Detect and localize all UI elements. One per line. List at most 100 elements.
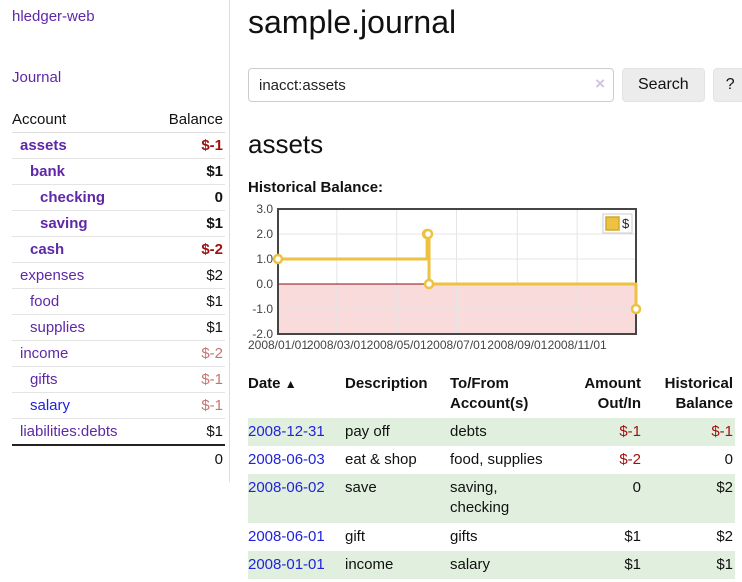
register-description-cell: pay off	[345, 422, 390, 440]
register-description-cell: save	[345, 479, 377, 496]
account-name-cell: cash	[12, 236, 151, 263]
clear-search-icon[interactable]: ×	[595, 74, 605, 93]
account-balance: $1	[150, 210, 225, 237]
x-axis-tick-label: 2008/05/01	[367, 338, 427, 352]
account-name-cell: supplies	[12, 314, 151, 341]
y-axis-tick-label: -1.0	[252, 302, 273, 316]
account-name-cell: bank	[12, 158, 151, 185]
register-amount-cell: $1	[624, 527, 641, 545]
sidebar-account-link[interactable]: expenses	[20, 267, 85, 284]
register-balance-cell: $1	[716, 555, 733, 573]
y-axis-tick-label: 0.0	[256, 277, 273, 291]
account-balance: $-1	[150, 132, 225, 159]
data-point-marker	[422, 228, 434, 240]
account-name-cell: salary	[12, 392, 151, 419]
table-row: 2008-06-03 eat & shop food, supplies $-2 0	[248, 446, 735, 474]
register-balance-cell: $-1	[711, 422, 733, 440]
account-row: food $1	[12, 288, 225, 315]
register-header-date-label: Date	[248, 375, 281, 392]
account-row: gifts $-1	[12, 366, 225, 393]
transaction-date-link[interactable]: 2008-12-31	[248, 422, 325, 440]
data-point-marker	[272, 253, 284, 265]
account-balance: $-1	[150, 392, 225, 419]
sidebar-item-journal[interactable]: Journal	[12, 69, 62, 86]
sidebar-account-link[interactable]: supplies	[30, 319, 86, 336]
register-amount-cell: 0	[632, 479, 641, 496]
legend-swatch	[605, 216, 620, 231]
register-header-date[interactable]: Date ▲	[248, 372, 345, 418]
register-header-row: Date ▲ Description To/From Account(s) Am…	[248, 372, 735, 418]
sidebar-account-link[interactable]: saving	[40, 215, 88, 232]
transaction-date-link[interactable]: 2008-06-03	[248, 450, 325, 468]
transaction-date-link[interactable]: 2008-01-01	[248, 555, 325, 573]
x-axis-tick-label: 2008/01/01	[248, 338, 308, 352]
chart-canvas: 3.0 2.0 1.0 0.0 -1.0 -2.02008/01/012008/03/01…	[248, 202, 642, 352]
sidebar-nav: Journal	[12, 69, 225, 86]
account-title: assets	[248, 129, 324, 159]
sidebar-account-link[interactable]: salary	[30, 397, 71, 414]
account-balance: 0	[150, 184, 225, 211]
sidebar-account-link[interactable]: gifts	[30, 371, 58, 388]
register-balance-cell: 0	[724, 450, 733, 468]
table-row: 2008-06-01 gift gifts $1 $2	[248, 523, 735, 551]
accounts-total-spacer	[12, 444, 151, 472]
account-row: expenses $2	[12, 262, 225, 289]
transaction-date-link[interactable]: 2008-06-02	[248, 479, 325, 496]
register-header-amount: Amount Out/In	[584, 375, 641, 413]
sidebar-account-link[interactable]: cash	[30, 241, 65, 258]
account-name-cell: checking	[12, 184, 151, 211]
app-title-link[interactable]: hledger-web	[12, 8, 95, 25]
account-row: salary $-1	[12, 392, 225, 419]
x-axis-tick-label: 2008/09/01	[487, 338, 547, 352]
sidebar-account-link[interactable]: liabilities:debts	[20, 423, 118, 440]
legend-label: $	[622, 216, 630, 231]
register-date-cell: 2008-06-01	[248, 523, 345, 551]
sidebar-account-link[interactable]: assets	[20, 137, 67, 154]
accounts-table: Account Balance assets $-1 bank $1 checking 0…	[12, 108, 225, 472]
transaction-date-link[interactable]: 2008-06-01	[248, 527, 325, 545]
register-accounts-cell: salary	[450, 555, 491, 573]
register-balance-cell: $2	[716, 527, 733, 545]
register-header-accounts: To/From Account(s)	[450, 375, 529, 413]
search-input[interactable]	[248, 68, 614, 102]
account-balance: $2	[150, 262, 225, 289]
account-balance: $-2	[150, 340, 225, 367]
x-axis-tick-label: 2008/03/01	[307, 338, 367, 352]
register-date-cell: 2008-12-31	[248, 418, 345, 446]
search-bar: × Search ?	[248, 68, 742, 102]
account-row: cash $-2	[12, 236, 225, 263]
register-table: Date ▲ Description To/From Account(s) Am…	[248, 372, 735, 579]
accounts-header-balance: Balance	[150, 108, 225, 133]
account-row: checking 0	[12, 184, 225, 211]
accounts-header-row: Account Balance	[12, 108, 225, 133]
register-date-cell: 2008-06-02	[248, 474, 345, 523]
sidebar-account-link[interactable]: income	[20, 345, 69, 362]
account-row: income $-2	[12, 340, 225, 367]
register-accounts-cell: gifts	[450, 527, 478, 545]
account-name-cell: income	[12, 340, 151, 367]
account-balance: $1	[150, 288, 225, 315]
sidebar-account-link[interactable]: food	[30, 293, 60, 310]
account-balance: $-2	[150, 236, 225, 263]
y-axis-tick-label: 3.0	[256, 202, 273, 216]
search-button[interactable]: Search	[622, 68, 705, 102]
account-name-cell: expenses	[12, 262, 151, 289]
help-button[interactable]: ?	[712, 68, 742, 102]
sort-ascending-icon: ▲	[284, 377, 297, 391]
account-row: saving $1	[12, 210, 225, 237]
chart-frame	[277, 208, 637, 335]
data-point-marker	[423, 278, 435, 290]
account-balance: $1	[150, 314, 225, 341]
accounts-total-row: 0	[12, 444, 225, 472]
account-name-cell: saving	[12, 210, 151, 237]
register-amount-cell: $1	[624, 555, 641, 573]
account-row: assets $-1	[12, 132, 225, 159]
sidebar-account-link[interactable]: bank	[30, 163, 66, 180]
historical-balance-chart: 3.0 2.0 1.0 0.0 -1.0 -2.0 2008/01/01 2008/03/01…	[248, 202, 742, 357]
search-input-wrap: ×	[248, 68, 614, 102]
app-title: hledger-web	[12, 8, 225, 25]
data-point-marker	[630, 303, 642, 315]
account-row: supplies $1	[12, 314, 225, 341]
sidebar-account-link[interactable]: checking	[40, 189, 106, 206]
register-balance-cell: $2	[716, 479, 733, 496]
